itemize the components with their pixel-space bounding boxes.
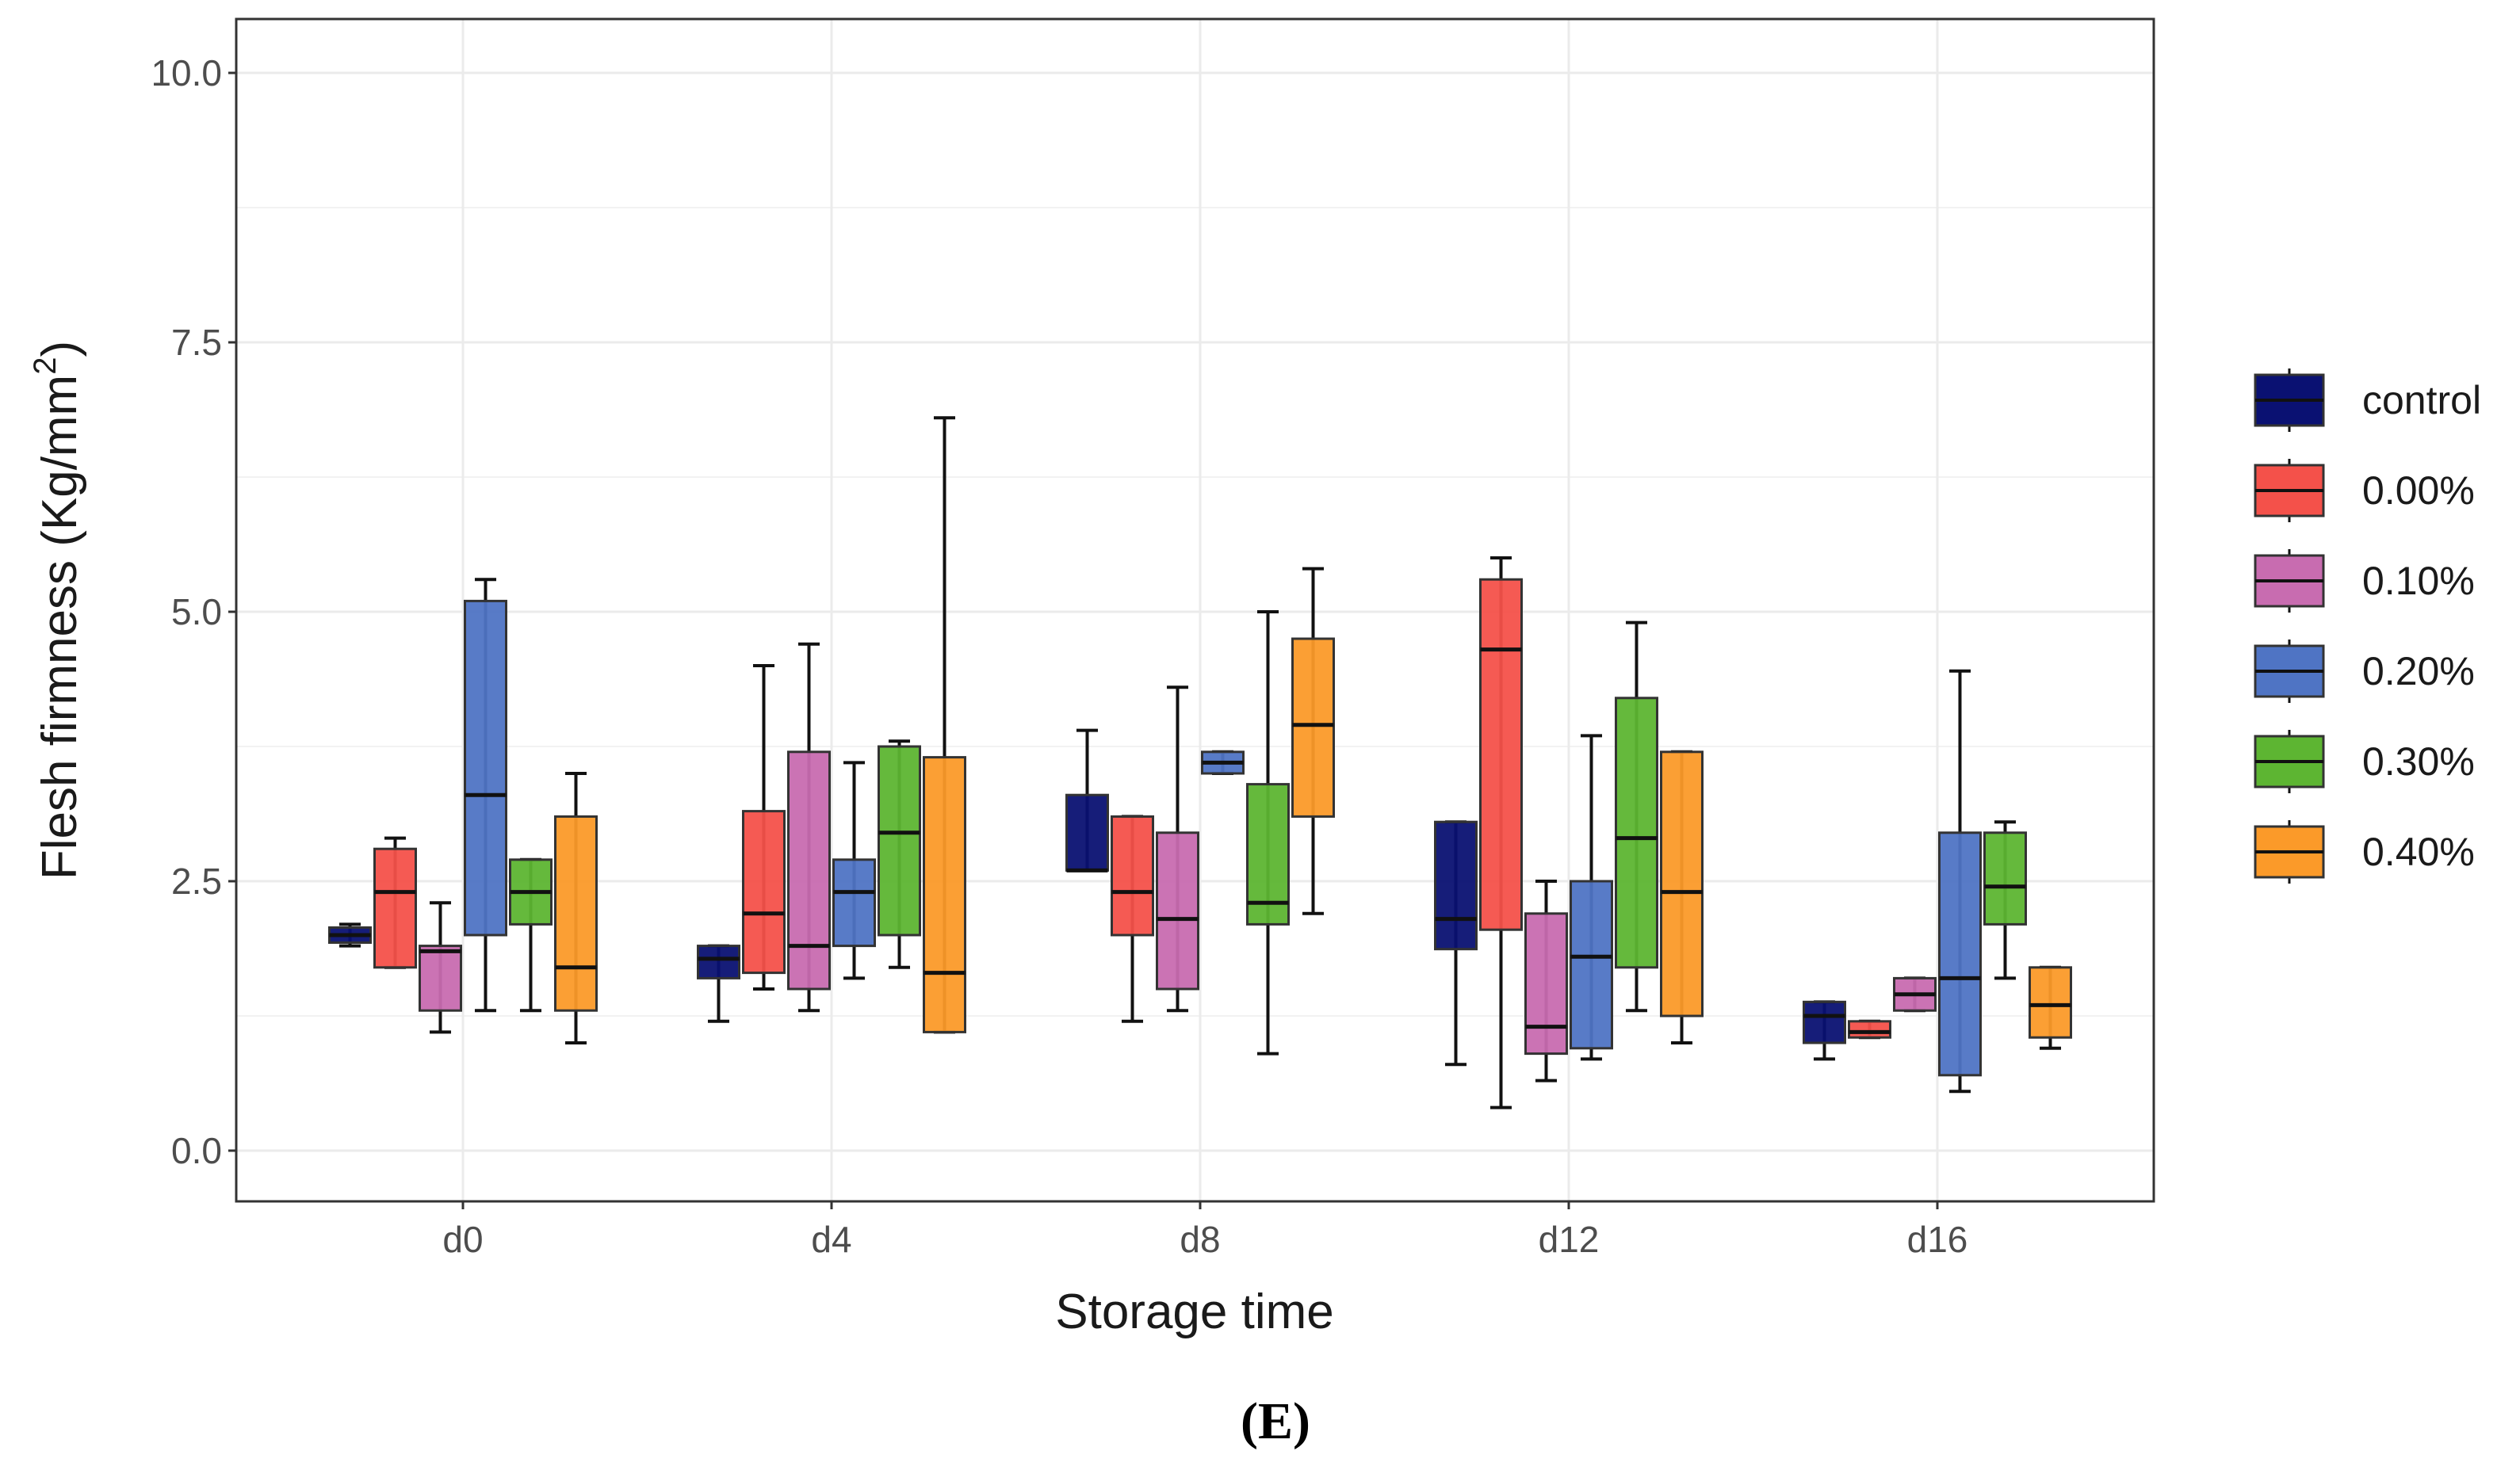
box-body [787, 750, 831, 991]
box-body [1983, 831, 2027, 926]
y-tick-label: 5.0 [171, 591, 222, 632]
legend-label: control [2362, 378, 2481, 422]
axes: 0.0 2.5 5.0 7.5 10.0 d0 d4 d8 d12 d16 [151, 52, 1967, 1260]
box-0.00%-d8 [1111, 815, 1154, 1023]
y-tick-label: 7.5 [171, 322, 222, 363]
y-axis-title-main: Flesh firmness (Kg/mm [33, 375, 87, 880]
box-body [554, 815, 598, 1012]
legend-item-0.20%: 0.20% [2254, 640, 2475, 703]
legend-item-0.10%: 0.10% [2254, 549, 2475, 613]
box-0.10%-d16 [1893, 976, 1937, 1013]
box-0.30%-d4 [878, 739, 921, 969]
legend-item-0.30%: 0.30% [2254, 730, 2475, 793]
box-0.40%-d8 [1291, 567, 1335, 915]
box-body [2029, 966, 2072, 1039]
box-0.40%-d16 [2029, 965, 2072, 1050]
box-control-d8 [1065, 728, 1109, 872]
box-body [1291, 637, 1335, 818]
box-0.20%-d12 [1570, 734, 1613, 1061]
box-body [419, 945, 462, 1012]
box-0.30%-d8 [1246, 610, 1290, 1056]
legend-label: 0.00% [2362, 468, 2475, 513]
box-0.40%-d12 [1660, 750, 1704, 1044]
box-body [697, 945, 740, 979]
box-0.10%-d8 [1156, 685, 1199, 1013]
x-tick-label: d12 [1539, 1219, 1600, 1260]
box-body [1524, 912, 1568, 1056]
box-body [1803, 1000, 1846, 1044]
y-axis-title-close: ) [33, 341, 87, 357]
box-0.30%-d12 [1615, 620, 1658, 1013]
legend-item-0.00%: 0.00% [2254, 459, 2475, 522]
box-body [1660, 750, 1704, 1018]
box-body [742, 810, 786, 975]
x-axis-title: Storage time [1055, 1285, 1334, 1339]
box-control-d16 [1803, 1000, 1846, 1061]
figure-caption: (E) [1241, 1392, 1310, 1450]
legend-label: 0.30% [2362, 739, 2475, 784]
y-tick-label: 2.5 [171, 861, 222, 902]
box-body [1615, 697, 1658, 969]
box-0.20%-d8 [1201, 750, 1245, 775]
box-0.10%-d4 [787, 642, 831, 1013]
legend: control 0.00% 0.10% 0.20% 0.30% 0.40% [2254, 368, 2481, 884]
box-control-d12 [1434, 820, 1478, 1067]
box-body [1938, 831, 1982, 1077]
box-0.20%-d16 [1938, 669, 1982, 1094]
plot-border [235, 17, 2155, 1203]
box-body [1065, 793, 1109, 872]
y-tick-label: 0.0 [171, 1130, 222, 1171]
box-0.00%-d4 [742, 664, 786, 991]
legend-label: 0.10% [2362, 559, 2475, 603]
box-0.00%-d16 [1848, 1019, 1891, 1040]
y-axis-title: Flesh firmness (Kg/mm2) [28, 341, 87, 880]
box-0.10%-d0 [419, 901, 462, 1034]
box-body [1570, 880, 1613, 1050]
y-axis-title-superscript: 2 [28, 357, 63, 375]
box-0.30%-d16 [1983, 820, 2027, 980]
x-tick-label: d16 [1907, 1219, 1968, 1260]
box-body [373, 847, 417, 969]
box-0.00%-d12 [1479, 556, 1523, 1109]
box-0.20%-d4 [832, 761, 876, 980]
box-body [878, 745, 921, 937]
box-body [1111, 815, 1154, 937]
box-body [464, 599, 507, 937]
box-body [832, 858, 876, 948]
legend-item-control: control [2254, 368, 2481, 432]
box-body [1479, 578, 1523, 931]
legend-label: 0.40% [2362, 830, 2475, 874]
box-0.20%-d0 [464, 578, 507, 1013]
x-tick-label: d0 [442, 1219, 483, 1260]
box-body [1848, 1020, 1891, 1039]
x-tick-label: d8 [1180, 1219, 1220, 1260]
x-tick-label: d4 [811, 1219, 851, 1260]
box-body [1156, 831, 1199, 991]
box-body [923, 756, 966, 1033]
box-control-d4 [697, 944, 740, 1023]
legend-label: 0.20% [2362, 649, 2475, 693]
box-body [1434, 820, 1478, 951]
box-0.40%-d0 [554, 772, 598, 1044]
y-tick-label: 10.0 [151, 52, 222, 94]
legend-item-0.40%: 0.40% [2254, 820, 2475, 884]
box-plots [328, 416, 2072, 1109]
box-0.30%-d0 [509, 857, 553, 1013]
box-0.00%-d0 [373, 836, 417, 969]
box-control-d0 [328, 922, 372, 948]
box-0.40%-d4 [923, 416, 966, 1034]
box-0.10%-d12 [1524, 880, 1568, 1082]
